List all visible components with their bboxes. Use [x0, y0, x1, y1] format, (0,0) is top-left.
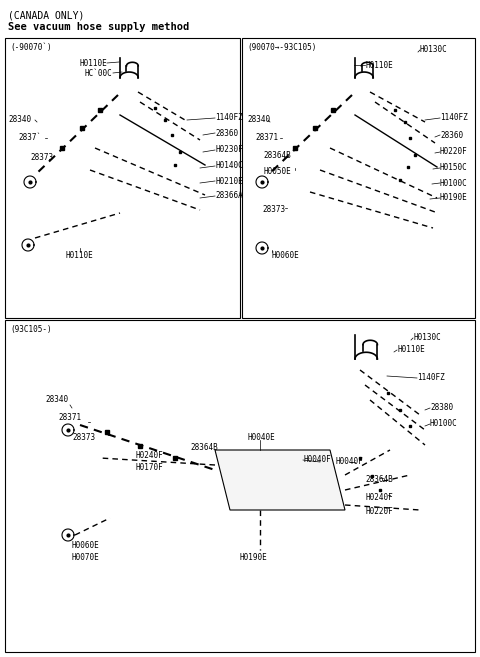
Text: H0110E: H0110E [79, 58, 107, 68]
Text: H0170F: H0170F [135, 463, 163, 472]
Text: 1140FZ: 1140FZ [417, 373, 445, 382]
Text: H0210E: H0210E [215, 177, 243, 185]
Text: H0110E: H0110E [65, 250, 93, 260]
Bar [5, 38, 240, 318]
Text: H0230F: H0230F [215, 145, 243, 154]
Text: H0150C: H0150C [440, 164, 468, 173]
Bar [242, 38, 475, 318]
Bar [5, 320, 475, 652]
Text: H0050E: H0050E [263, 168, 291, 177]
Text: H0100C: H0100C [430, 420, 458, 428]
Text: (-90070`): (-90070`) [10, 43, 52, 52]
Text: 28360: 28360 [215, 129, 238, 137]
Text: H0040E: H0040E [248, 434, 276, 443]
Text: 28373: 28373 [72, 432, 95, 442]
Text: H0190E: H0190E [240, 553, 268, 562]
Text: H0240F: H0240F [365, 493, 393, 501]
Text: HC`00C: HC`00C [84, 68, 112, 78]
Text: 28373: 28373 [30, 154, 53, 162]
Text: 28360: 28360 [440, 131, 463, 139]
Text: 28364B: 28364B [263, 150, 291, 160]
Text: H0040F: H0040F [303, 455, 331, 464]
Text: 28364B: 28364B [365, 476, 393, 484]
Text: H0220F: H0220F [440, 148, 468, 156]
Text: H0190E: H0190E [440, 194, 468, 202]
Text: 2837`: 2837` [18, 133, 41, 143]
Text: H0110E: H0110E [397, 346, 425, 355]
Text: H0060E: H0060E [72, 541, 100, 549]
Text: H0040F: H0040F [335, 457, 363, 466]
Text: (93C105-): (93C105-) [10, 325, 52, 334]
Text: 28340: 28340 [45, 396, 68, 405]
Text: H0220F: H0220F [365, 507, 393, 516]
Text: H0070E: H0070E [72, 553, 100, 562]
Text: (CANADA ONLY): (CANADA ONLY) [8, 10, 84, 20]
Text: H0140C: H0140C [215, 162, 243, 171]
Text: 28340: 28340 [247, 116, 270, 124]
Polygon shape [215, 450, 345, 510]
Text: 28366A: 28366A [215, 191, 243, 200]
Text: H0100C: H0100C [440, 179, 468, 187]
Text: H0110E: H0110E [365, 60, 393, 70]
Text: 28373: 28373 [262, 206, 285, 214]
Text: H0130C: H0130C [420, 45, 448, 55]
Text: 28380: 28380 [430, 403, 453, 413]
Text: (90070→-93C105): (90070→-93C105) [247, 43, 316, 52]
Text: See vacuum hose supply method: See vacuum hose supply method [8, 22, 189, 32]
Text: 28371: 28371 [58, 413, 81, 422]
Text: 1140FZ: 1140FZ [215, 114, 243, 122]
Text: H0130C: H0130C [413, 334, 441, 342]
Text: 28364B: 28364B [190, 443, 218, 453]
Text: 1140FZ: 1140FZ [440, 114, 468, 122]
Text: 28371: 28371 [255, 133, 278, 143]
Text: 28340: 28340 [8, 116, 31, 124]
Text: H0240F: H0240F [135, 451, 163, 459]
Text: H0060E: H0060E [272, 250, 300, 260]
